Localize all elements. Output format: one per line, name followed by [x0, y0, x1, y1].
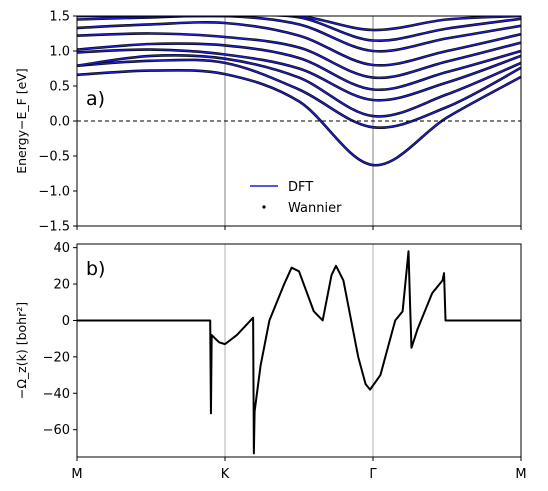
panel-b-xtick-label-1: K — [221, 467, 230, 482]
panel-b-ytick-label-4: −40 — [43, 387, 70, 402]
panel-b-ylabel: −Ω_z(k) [bohr²] — [14, 302, 29, 399]
panel-a-ytick-label-0: 1.5 — [49, 10, 70, 25]
panel-b-xtick-label-2: Γ — [369, 467, 377, 482]
panel-a-ytick-label-6: −1.5 — [38, 220, 70, 235]
panel-b-ytick-label-3: −20 — [43, 350, 70, 365]
legend-wannier-label: Wannier — [288, 201, 342, 216]
panel-a-ytick-label-5: −1.0 — [38, 185, 70, 200]
panel-a-ytick-label-2: 0.5 — [49, 80, 70, 95]
panel-a-ytick-label-1: 1.0 — [49, 45, 70, 60]
dft-band-7 — [77, 16, 521, 53]
panel-b-ytick-label-5: −60 — [43, 423, 70, 438]
panel-b-berry-curvature: 40 20 0 −20 −40 −60 M K Γ M −Ω_z(k) [bohr²] b) — [14, 241, 527, 482]
berry-curvature-line — [77, 250, 521, 455]
dft-band-5 — [77, 32, 521, 79]
dft-band-6 — [77, 21, 521, 67]
dft-band-3 — [77, 48, 521, 101]
panel-b-xtick-label-0: M — [71, 467, 82, 482]
panel-a-legend: DFT Wannier — [250, 180, 342, 216]
wannier-band-2 — [77, 54, 521, 118]
panel-b-ytick-label-0: 40 — [53, 241, 70, 256]
panel-a-ylabel: Energy−E_F [eV] — [14, 68, 29, 174]
panel-b-frame — [76, 243, 522, 458]
dft-band-4 — [77, 42, 521, 91]
panel-b-ytick-label-1: 20 — [53, 278, 70, 293]
panel-a-ytick-label-3: 0.0 — [49, 115, 70, 130]
legend-wannier-swatch — [262, 205, 266, 209]
panel-b-letter: b) — [86, 258, 105, 280]
dft-band-9 — [77, 16, 521, 31]
panel-b-ytick-label-2: 0 — [62, 314, 70, 329]
panel-a-band-structure: 1.5 1.0 0.5 0.0 −0.5 −1.0 −1.5 Energy−E_F [eV] a… — [14, 10, 522, 235]
dft-band-8 — [77, 16, 521, 42]
panel-a-bands — [77, 16, 521, 167]
wannier-band-0 — [77, 69, 521, 167]
dft-band-0 — [77, 69, 521, 166]
legend-dft-label: DFT — [288, 180, 313, 195]
panel-b-curve-group — [77, 250, 521, 455]
panel-a-ytick-label-4: −0.5 — [38, 150, 70, 165]
dft-band-2 — [77, 54, 521, 118]
panel-a-letter: a) — [86, 88, 105, 110]
panel-b-xtick-label-3: M — [515, 467, 526, 482]
dft-band-1 — [77, 59, 521, 129]
